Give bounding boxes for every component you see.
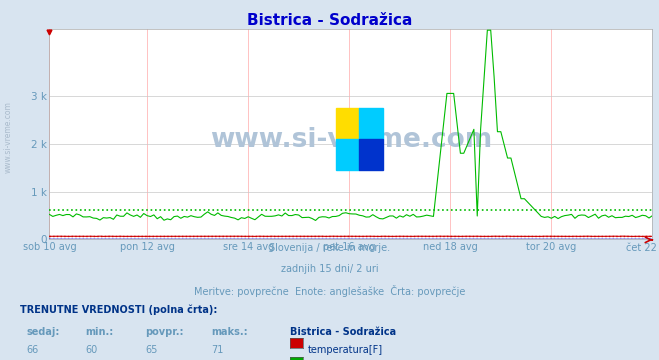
Text: 71: 71	[211, 345, 223, 355]
Bar	[335, 108, 359, 139]
Text: 60: 60	[86, 345, 98, 355]
Bar	[335, 139, 359, 170]
Text: zadnjih 15 dni/ 2 uri: zadnjih 15 dni/ 2 uri	[281, 264, 378, 274]
Text: povpr.:: povpr.:	[145, 327, 183, 337]
Text: sedaj:: sedaj:	[26, 327, 60, 337]
Text: maks.:: maks.:	[211, 327, 248, 337]
Text: temperatura[F]: temperatura[F]	[308, 345, 383, 355]
Text: Meritve: povprečne  Enote: anglešaške  Črta: povprečje: Meritve: povprečne Enote: anglešaške Črt…	[194, 285, 465, 297]
Bar	[359, 108, 383, 139]
Text: Slovenija / reke in morje.: Slovenija / reke in morje.	[269, 243, 390, 253]
Text: TRENUTNE VREDNOSTI (polna črta):: TRENUTNE VREDNOSTI (polna črta):	[20, 304, 217, 315]
Text: www.si-vreme.com: www.si-vreme.com	[210, 127, 492, 153]
Bar	[359, 139, 383, 170]
Text: Bistrica - Sodražica: Bistrica - Sodražica	[247, 13, 412, 28]
Text: 66: 66	[26, 345, 39, 355]
Text: www.si-vreme.com: www.si-vreme.com	[3, 101, 13, 173]
Text: Bistrica - Sodražica: Bistrica - Sodražica	[290, 327, 396, 337]
Text: 65: 65	[145, 345, 158, 355]
Text: min.:: min.:	[86, 327, 114, 337]
